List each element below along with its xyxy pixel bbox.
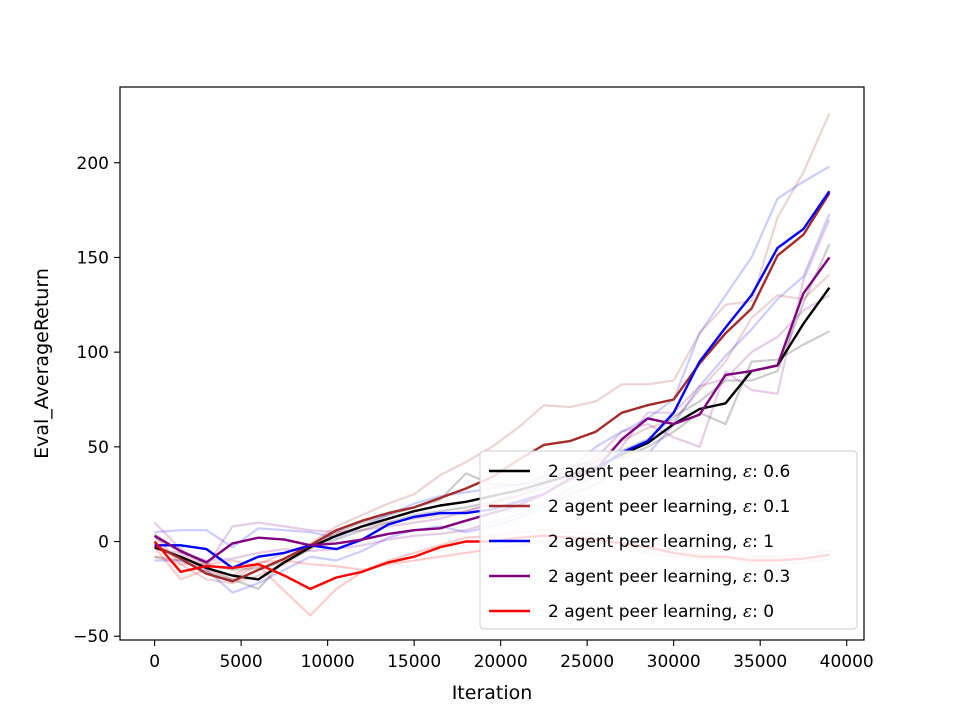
x-tick-label: 5000	[219, 652, 262, 672]
legend: 2 agent peer learning, ε: 0.62 agent pee…	[479, 450, 858, 630]
legend-epsilon: ε	[743, 497, 752, 517]
y-tick-label: 150	[77, 248, 109, 268]
x-tick-label: 30000	[647, 652, 701, 672]
legend-label: 2 agent peer learning, ε: 1	[548, 532, 774, 552]
y-axis-ticks: −50 0 50 100 150 200	[73, 154, 120, 647]
x-tick-label: 20000	[474, 652, 528, 672]
x-tick-label: 0	[149, 652, 160, 672]
x-tick-label: 10000	[301, 652, 355, 672]
y-tick-label: −50	[73, 627, 109, 647]
legend-label-prefix: 2 agent peer learning,	[548, 462, 743, 482]
legend-epsilon: ε	[743, 602, 752, 622]
x-tick-label: 25000	[560, 652, 614, 672]
legend-label-prefix: 2 agent peer learning,	[548, 602, 743, 622]
legend-box	[479, 450, 858, 630]
series-1-run-0-line	[153, 113, 831, 581]
legend-label-prefix: 2 agent peer learning,	[548, 567, 743, 587]
legend-epsilon: ε	[743, 532, 752, 552]
x-tick-label: 15000	[387, 652, 441, 672]
y-tick-label: 200	[77, 154, 109, 174]
x-tick-label: 35000	[733, 652, 787, 672]
legend-label: 2 agent peer learning, ε: 0.6	[548, 462, 790, 482]
y-axis-label: Eval_AverageReturn	[31, 268, 53, 459]
legend-label: 2 agent peer learning, ε: 0.1	[548, 497, 790, 517]
legend-label-value: : 0.1	[752, 497, 790, 517]
legend-label-prefix: 2 agent peer learning,	[548, 497, 743, 517]
legend-label: 2 agent peer learning, ε: 0	[548, 602, 774, 622]
legend-label-prefix: 2 agent peer learning,	[548, 532, 743, 552]
legend-epsilon: ε	[743, 462, 752, 482]
x-tick-label: 40000	[820, 652, 874, 672]
legend-label-value: : 0.3	[752, 567, 790, 587]
y-tick-label: 100	[77, 343, 109, 363]
plot-area-frame	[119, 86, 865, 641]
x-axis-label: Iteration	[452, 682, 533, 704]
y-tick-label: 0	[98, 533, 109, 553]
x-axis-ticks: 0 5000 10000 15000 20000 25000 30000 35000 40000	[149, 640, 874, 672]
legend-label-value: : 0.6	[752, 462, 790, 482]
legend-label-value: : 0	[752, 602, 774, 622]
legend-epsilon: ε	[743, 567, 752, 587]
legend-label: 2 agent peer learning, ε: 0.3	[548, 567, 790, 587]
y-tick-label: 50	[87, 438, 109, 458]
legend-label-value: : 1	[752, 532, 774, 552]
